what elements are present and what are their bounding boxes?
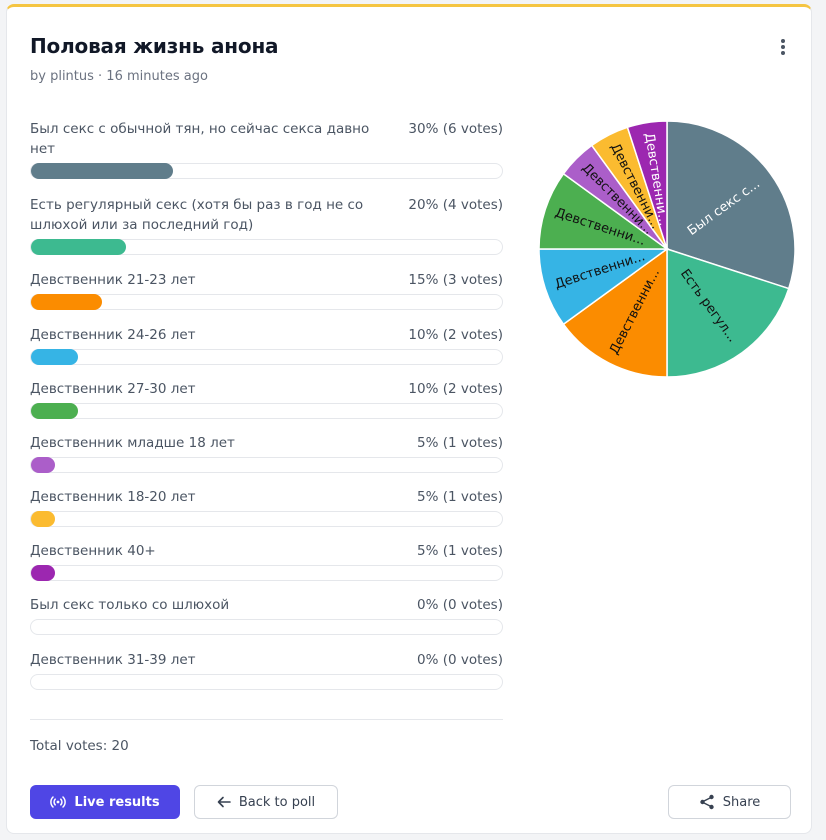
- poll-option-progress-fill: [31, 457, 55, 473]
- poll-option-progress-track: [30, 565, 503, 581]
- pie-slice[interactable]: [666, 120, 796, 290]
- poll-option-label: Есть регулярный секс (хотя бы раз в год …: [30, 197, 364, 233]
- total-votes: Total votes: 20: [30, 738, 129, 754]
- divider: [30, 719, 503, 720]
- poll-option-progress-track: [30, 674, 503, 690]
- back-to-poll-label: Back to poll: [238, 794, 316, 810]
- poll-option-label: Был секс только со шлюхой: [30, 597, 230, 613]
- poll-option-stat: 0% (0 votes): [416, 652, 503, 668]
- poll-option-progress-track: [30, 457, 503, 473]
- poll-option-stat: 0% (0 votes): [416, 597, 503, 613]
- share-label: Share: [722, 794, 761, 810]
- poll-option-row: Девственник 40+ 5% (1 votes): [30, 541, 503, 581]
- arrow-left-icon: [217, 796, 231, 808]
- pie-slice[interactable]: [538, 248, 670, 326]
- poll-option-stat: 5% (1 votes): [416, 435, 503, 451]
- poll-option-progress-fill: [31, 565, 55, 581]
- poll-option-stat: 10% (2 votes): [408, 327, 503, 343]
- share-button[interactable]: Share: [668, 785, 791, 819]
- kebab-icon[interactable]: [778, 39, 788, 59]
- poll-option-row: Был секс с обычной тян, но сейчас секса …: [30, 119, 503, 179]
- poll-option-header: Девственник 27-30 лет 10% (2 votes): [30, 379, 503, 399]
- poll-option-progress-fill: [31, 403, 79, 419]
- poll-option-row: Девственник 24-26 лет 10% (2 votes): [30, 325, 503, 365]
- poll-option-header: Есть регулярный секс (хотя бы раз в год …: [30, 195, 503, 235]
- poll-option-label: Девственник 31-39 лет: [30, 652, 196, 668]
- poll-option-progress-track: [30, 403, 503, 419]
- poll-author-line: by plintus · 16 minutes ago: [30, 69, 208, 84]
- poll-option-progress-track: [30, 349, 503, 365]
- poll-option-header: Девственник 31-39 лет 0% (0 votes): [30, 650, 503, 670]
- poll-option-progress-track: [30, 163, 503, 179]
- poll-option-row: Девственник 27-30 лет 10% (2 votes): [30, 379, 503, 419]
- poll-option-stat: 5% (1 votes): [416, 489, 503, 505]
- poll-option-header: Девственник 21-23 лет 15% (3 votes): [30, 270, 503, 290]
- poll-option-stat: 10% (2 votes): [408, 381, 503, 397]
- pie-slice[interactable]: [626, 120, 668, 250]
- poll-option-header: Был секс только со шлюхой 0% (0 votes): [30, 595, 503, 615]
- poll-option-stat: 30% (6 votes): [408, 121, 503, 137]
- poll-option-progress-fill: [31, 349, 79, 365]
- poll-option-stat: 20% (4 votes): [408, 197, 503, 213]
- poll-option-header: Девственник 40+ 5% (1 votes): [30, 541, 503, 561]
- poll-option-stat: 5% (1 votes): [416, 543, 503, 559]
- poll-option-row: Девственник младше 18 лет 5% (1 votes): [30, 433, 503, 473]
- poll-option-progress-fill: [31, 511, 55, 527]
- poll-option-row: Девственник 21-23 лет 15% (3 votes): [30, 270, 503, 310]
- poll-option-progress-fill: [31, 294, 102, 310]
- poll-option-header: Девственник младше 18 лет 5% (1 votes): [30, 433, 503, 453]
- poll-option-label: Девственник 40+: [30, 543, 156, 559]
- pie-slice[interactable]: [562, 247, 668, 378]
- live-results-label: Live results: [74, 794, 160, 810]
- poll-option-label: Девственник младше 18 лет: [30, 435, 235, 451]
- poll-option-label: Девственник 18-20 лет: [30, 489, 196, 505]
- poll-option-label: Девственник 27-30 лет: [30, 381, 196, 397]
- poll-option-row: Есть регулярный секс (хотя бы раз в год …: [30, 195, 503, 255]
- poll-option-row: Девственник 31-39 лет 0% (0 votes): [30, 650, 503, 690]
- poll-option-progress-track: [30, 511, 503, 527]
- poll-option-stat: 15% (3 votes): [408, 272, 503, 288]
- poll-option-progress-track: [30, 294, 503, 310]
- poll-title: Половая жизнь анона: [30, 34, 279, 58]
- poll-option-progress-fill: [31, 163, 173, 179]
- results-pie-chart: Был секс с...Есть регул...Девственни...Д…: [538, 120, 796, 378]
- poll-option-label: Девственник 21-23 лет: [30, 272, 196, 288]
- live-results-button[interactable]: Live results: [30, 785, 180, 819]
- poll-option-label: Девственник 24-26 лет: [30, 327, 196, 343]
- pie-slice[interactable]: [538, 172, 670, 250]
- poll-option-row: Девственник 18-20 лет 5% (1 votes): [30, 487, 503, 527]
- poll-option-progress-track: [30, 239, 503, 255]
- poll-option-header: Девственник 24-26 лет 10% (2 votes): [30, 325, 503, 345]
- poll-results-card: Половая жизнь анона by plintus · 16 minu…: [6, 4, 812, 834]
- broadcast-icon: [50, 795, 67, 809]
- poll-option-row: Был секс только со шлюхой 0% (0 votes): [30, 595, 503, 635]
- poll-option-header: Девственник 18-20 лет 5% (1 votes): [30, 487, 503, 507]
- pie-slice[interactable]: [666, 247, 790, 378]
- poll-option-label: Был секс с обычной тян, но сейчас секса …: [30, 121, 370, 157]
- share-icon: [699, 794, 715, 810]
- back-to-poll-button[interactable]: Back to poll: [194, 785, 338, 819]
- poll-option-header: Был секс с обычной тян, но сейчас секса …: [30, 119, 503, 159]
- poll-option-progress-track: [30, 619, 503, 635]
- poll-option-progress-fill: [31, 239, 126, 255]
